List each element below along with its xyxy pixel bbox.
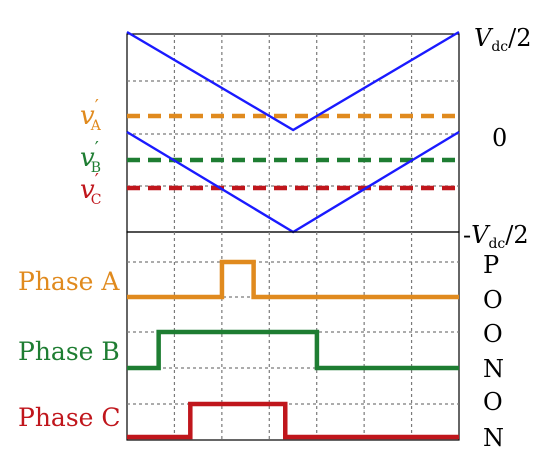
ref-a-label: v′ A: [80, 96, 102, 134]
phase-b-label: Phase B: [18, 337, 120, 366]
lower-carrier: [126, 130, 460, 234]
state-a-low: O: [483, 286, 503, 314]
phase-a-label: Phase A: [18, 267, 120, 296]
carrier-panel: [126, 30, 460, 234]
phase-labels: Phase A Phase B Phase C: [18, 267, 121, 432]
zero-label: 0: [492, 124, 507, 152]
reference-labels: v′ A v′ B v′ C: [80, 96, 102, 208]
phase-c-label: Phase C: [18, 403, 121, 432]
ref-c-label: v′ C: [80, 170, 102, 208]
vdc-half-bottom-label: -Vdc/2: [463, 221, 529, 252]
switching-panel: [126, 231, 460, 441]
state-a-high: P: [483, 251, 499, 279]
upper-carrier: [126, 30, 460, 132]
phase-b-waveform: [127, 329, 459, 371]
ref-b-label: v′ B: [80, 138, 101, 176]
phase-waveforms: [127, 259, 459, 440]
phase-c-waveform: [127, 401, 459, 440]
switching-panel-grid: [127, 232, 459, 440]
reference-lines: [127, 113, 459, 191]
state-b-low: N: [483, 355, 504, 383]
right-axis-labels: Vdc/2 0 -Vdc/2: [463, 24, 532, 252]
phase-a-waveform: [127, 259, 459, 300]
carrier-panel-grid: [127, 34, 459, 232]
state-c-high: O: [483, 388, 503, 416]
vdc-half-top-label: Vdc/2: [474, 24, 532, 55]
carrier-triangles: [126, 30, 460, 234]
state-labels: P O O N O N: [483, 251, 504, 452]
switching-panel-frame: [126, 231, 460, 441]
state-c-low: N: [483, 424, 504, 452]
state-b-high: O: [483, 320, 503, 348]
carrier-panel-frame: [126, 33, 460, 233]
